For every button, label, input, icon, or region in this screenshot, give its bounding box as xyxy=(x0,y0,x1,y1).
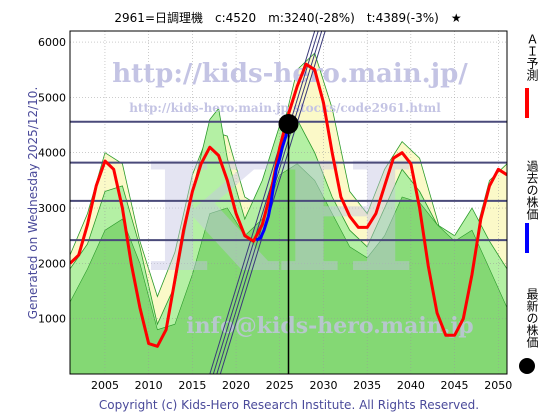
y-tick-label: 4000 xyxy=(38,147,66,160)
copyright-notice: Copyright (c) Kids-Hero Research Institu… xyxy=(99,398,479,412)
x-tick-label: 2005 xyxy=(91,379,119,392)
y-tick-label: 1000 xyxy=(38,313,66,326)
chart-title: 2961=日調理機 c:4520 m:3240(-28%) t:4389(-3%… xyxy=(114,10,461,25)
trend-line xyxy=(212,31,319,374)
legend-dot xyxy=(519,358,535,374)
trend-line xyxy=(219,31,326,374)
y-tick-label: 6000 xyxy=(38,36,66,49)
x-tick-label: 2040 xyxy=(397,379,425,392)
plot-area: http://kids-hero.main.jp/http://kids-her… xyxy=(70,31,507,374)
x-tick-label: 2035 xyxy=(353,379,381,392)
watermark-url-bottom: info@kids-hero.main.jp xyxy=(186,313,473,339)
x-tick-label: 2020 xyxy=(222,379,250,392)
y-tick-label: 5000 xyxy=(38,91,66,104)
watermark-url-main: http://kids-hero.main.jp/ xyxy=(112,59,468,89)
legend-label: ＡＩ予測 xyxy=(525,33,539,82)
generated-date: Generated on Wednesday 2025/12/10. xyxy=(26,87,40,320)
x-tick-label: 2025 xyxy=(266,379,294,392)
x-tick-label: 2030 xyxy=(309,379,337,392)
y-tick-label: 3000 xyxy=(38,202,66,215)
x-tick-label: 2050 xyxy=(484,379,512,392)
x-tick-label: 2010 xyxy=(135,379,163,392)
x-tick-label: 2045 xyxy=(441,379,469,392)
y-tick-label: 2000 xyxy=(38,257,66,270)
legend-label: 最新の株価 xyxy=(525,288,539,348)
latest-price-dot xyxy=(278,113,299,134)
x-tick-label: 2015 xyxy=(178,379,206,392)
watermark-url-code: http://kids-hero.main.jp/stocks/code2961… xyxy=(129,101,441,115)
y-axis: 1000 2000 3000 4000 5000 6000 xyxy=(38,36,66,326)
series-past-price xyxy=(255,123,290,242)
x-axis: 2005 2010 2015 2020 2025 2030 2035 2040 2045 2050 xyxy=(91,379,512,392)
plot-border xyxy=(69,30,508,375)
legend-label: 過去の株価 xyxy=(525,160,539,220)
